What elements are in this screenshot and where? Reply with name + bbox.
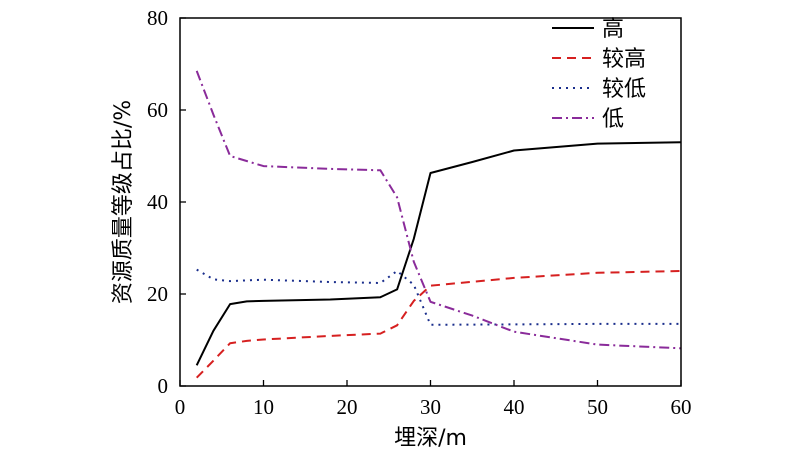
x-tick-label: 60 <box>671 395 692 419</box>
y-axis-title: 资源质量等级占比/% <box>111 100 136 304</box>
y-tick-label: 20 <box>147 282 168 306</box>
series-line-1 <box>195 141 682 366</box>
legend-label-3: 较低 <box>602 77 646 102</box>
x-tick-label: 10 <box>253 395 274 419</box>
x-tick-label: 0 <box>175 395 186 419</box>
x-axis: 0 10 20 30 40 50 60 <box>175 380 692 419</box>
x-tick-label: 30 <box>420 395 441 419</box>
y-tick-label: 0 <box>158 374 169 398</box>
legend-label-4: 低 <box>602 107 624 132</box>
y-tick-label: 60 <box>147 98 168 122</box>
x-tick-label: 40 <box>504 395 525 419</box>
x-tick-label: 20 <box>337 395 358 419</box>
plot-frame <box>179 17 682 387</box>
x-tick-label: 50 <box>587 395 608 419</box>
legend-label-2: 较高 <box>602 47 646 72</box>
y-tick-label: 80 <box>147 6 168 30</box>
series-line-2 <box>195 270 682 379</box>
plot-lines <box>195 70 682 379</box>
series-line-4 <box>195 70 682 350</box>
x-axis-title: 埋深/m <box>394 426 467 451</box>
legend-label-1: 高 <box>602 17 624 42</box>
y-tick-label: 40 <box>147 190 168 214</box>
y-axis: 0 20 40 60 80 <box>147 6 186 398</box>
series-line-3 <box>196 268 681 326</box>
